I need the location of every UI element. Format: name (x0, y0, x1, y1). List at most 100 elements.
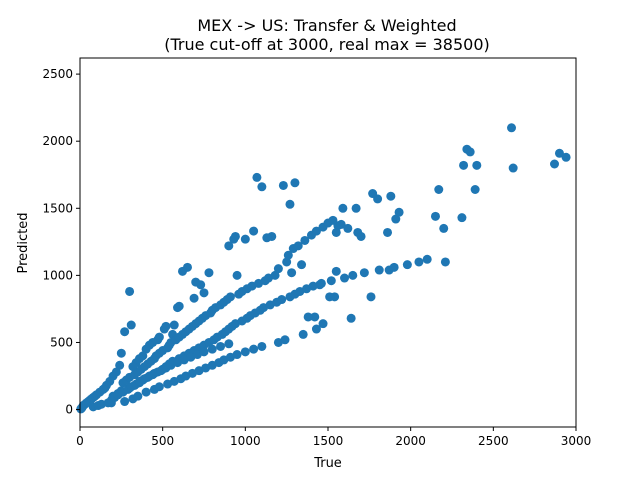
data-point (169, 320, 179, 330)
data-point (308, 281, 318, 291)
data-point (402, 260, 412, 270)
data-point (141, 344, 151, 354)
data-point (386, 191, 396, 201)
data-point (76, 404, 86, 414)
data-point (374, 265, 384, 275)
data-point (318, 319, 328, 329)
data-point (366, 292, 376, 302)
data-point (298, 329, 308, 339)
data-point (278, 180, 288, 190)
data-point (161, 321, 171, 331)
data-point (311, 324, 321, 334)
data-point (343, 223, 353, 233)
data-point (199, 288, 209, 298)
x-tick-label: 2000 (395, 434, 426, 448)
data-point (277, 295, 287, 305)
data-point (273, 264, 283, 274)
data-point (434, 185, 444, 194)
x-tick-label: 1500 (313, 434, 344, 448)
x-tick-label: 3000 (561, 434, 592, 448)
y-axis-label: Predicted (16, 212, 31, 273)
data-point (204, 268, 214, 278)
data-point (465, 147, 475, 157)
data-point (389, 262, 399, 272)
data-point (348, 270, 358, 280)
data-point (133, 391, 143, 401)
data-point (311, 226, 321, 236)
y-tick-label: 1500 (42, 201, 73, 215)
data-point (232, 270, 242, 280)
data-point (439, 223, 449, 233)
data-point (331, 227, 341, 237)
data-point (328, 215, 338, 225)
data-point (280, 335, 290, 345)
y-tick-label: 2500 (42, 67, 73, 81)
data-point (297, 260, 307, 270)
data-point (340, 273, 350, 283)
data-point (394, 207, 404, 217)
data-point (173, 303, 183, 313)
data-point (383, 227, 393, 237)
data-points (76, 123, 571, 414)
chart-subtitle: (True cut-off at 3000, real max = 38500) (164, 35, 490, 54)
data-point (459, 160, 469, 170)
data-point (293, 241, 303, 251)
data-point (430, 211, 440, 221)
y-tick-label: 0 (65, 403, 73, 417)
y-tick-label: 2000 (42, 134, 73, 148)
data-point (287, 268, 297, 278)
y-tick-label: 500 (50, 335, 73, 349)
data-point (550, 159, 560, 169)
x-axis-label: True (313, 456, 342, 471)
data-point (232, 350, 242, 360)
data-point (141, 387, 151, 397)
data-point (440, 257, 450, 267)
data-point (262, 233, 272, 243)
data-point (229, 234, 239, 244)
y-axis-ticks: 0 500 1000 1500 2000 2500 (42, 67, 80, 417)
data-point (252, 172, 262, 182)
data-point (257, 341, 267, 351)
data-point (316, 278, 326, 288)
data-point (154, 382, 164, 392)
data-point (356, 231, 366, 241)
data-point (115, 360, 125, 370)
data-point (508, 163, 518, 173)
data-point (414, 257, 424, 267)
data-point (225, 292, 235, 302)
chart-title: MEX -> US: Transfer & Weighted (197, 16, 456, 35)
data-point (224, 339, 234, 349)
data-point (282, 257, 292, 267)
x-tick-label: 500 (151, 434, 174, 448)
data-point (189, 293, 199, 303)
data-point (116, 348, 126, 358)
data-point (240, 347, 250, 357)
data-point (554, 148, 564, 158)
data-point (457, 213, 467, 223)
data-point (285, 199, 295, 209)
data-point (257, 182, 267, 192)
data-point (199, 347, 209, 357)
data-point (391, 214, 401, 224)
data-point (422, 254, 432, 264)
data-point (240, 234, 250, 244)
x-axis-ticks: 0 500 1000 1500 2000 2500 3000 (76, 427, 591, 448)
data-point (472, 160, 482, 170)
data-point (346, 313, 356, 323)
data-point (283, 250, 293, 260)
data-point (351, 203, 361, 213)
data-point (336, 219, 346, 229)
data-point (331, 266, 341, 276)
data-point (310, 312, 320, 322)
data-point (216, 341, 226, 351)
data-point (249, 226, 259, 236)
data-point (207, 344, 217, 354)
data-point (338, 203, 348, 213)
data-point (249, 344, 259, 354)
data-point (120, 397, 130, 407)
x-tick-label: 1000 (230, 434, 261, 448)
data-point (178, 266, 188, 276)
y-tick-label: 1000 (42, 268, 73, 282)
data-point (290, 178, 300, 188)
